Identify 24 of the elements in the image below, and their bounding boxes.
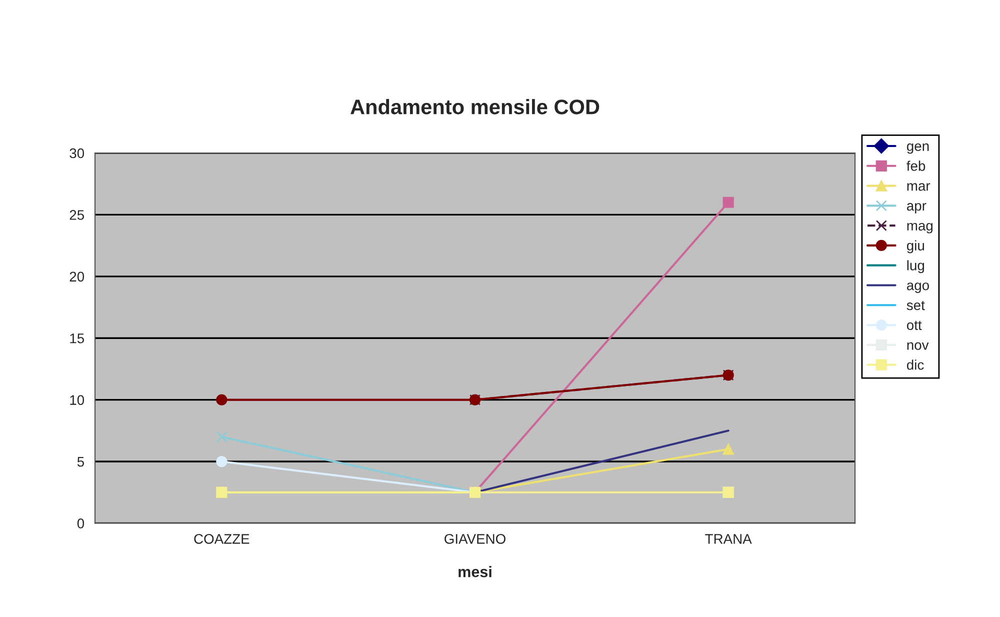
legend-label: giu — [906, 240, 924, 254]
legend-label: dic — [906, 360, 924, 370]
y-tick-label: 30 — [70, 148, 84, 158]
legend-label: apr — [906, 203, 926, 214]
y-tick-label: 10 — [70, 395, 84, 405]
legend-label: mar — [907, 183, 930, 191]
y-tick-label: 5 — [77, 456, 84, 467]
legend-label: feb — [906, 160, 926, 171]
legend-label: set — [906, 301, 925, 310]
y-tick-label: 0 — [77, 518, 84, 528]
x-tick-label: COAZZE — [194, 534, 250, 544]
legend-label: lug — [907, 260, 924, 274]
legend-label: ott — [906, 320, 922, 330]
legend-label: nov — [907, 342, 929, 350]
x-tick-label: TRANA — [705, 534, 752, 544]
y-tick-label: 25 — [70, 210, 84, 220]
legend-label: ago — [906, 282, 929, 293]
y-tick-label: 15 — [70, 334, 84, 344]
y-tick-label: 20 — [70, 272, 84, 282]
chart-title: Andamento mensile COD — [350, 99, 600, 114]
x-axis-title: mesi — [458, 566, 492, 578]
x-tick-label: GIAVENO — [444, 534, 506, 544]
legend-label: mag — [907, 222, 933, 234]
legend-label: gen — [906, 143, 929, 154]
